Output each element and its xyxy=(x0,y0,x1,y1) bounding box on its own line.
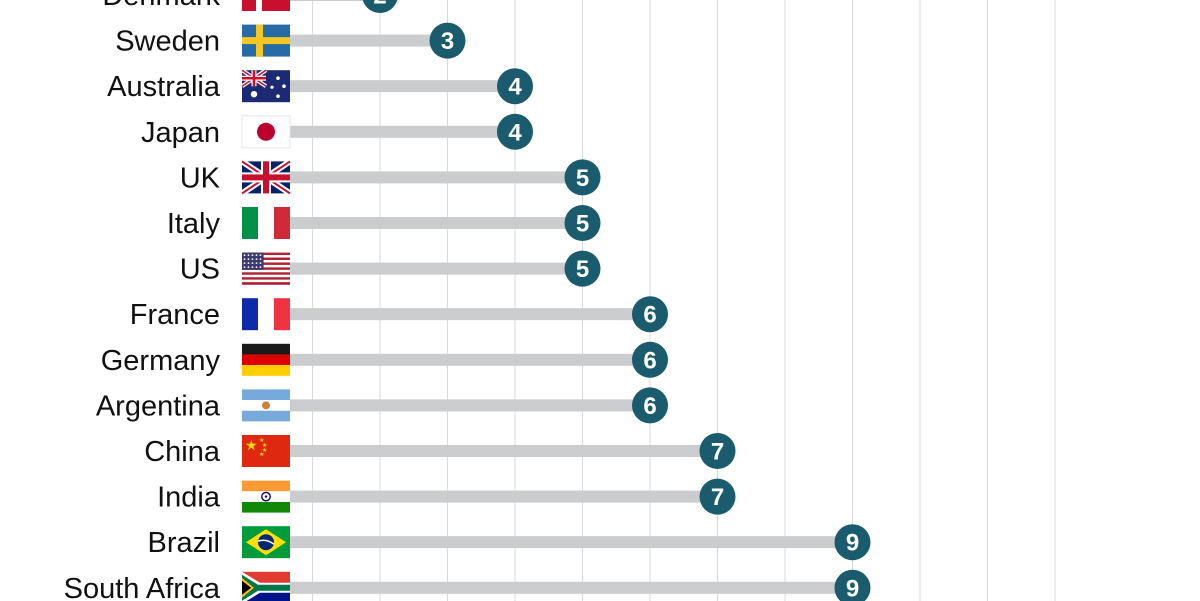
brazil-flag-icon xyxy=(242,526,290,559)
bar xyxy=(288,353,650,366)
chart-row-us: US 5 xyxy=(180,250,601,287)
data-label: 7 xyxy=(711,439,724,466)
category-label: Argentina xyxy=(96,390,221,422)
japan-flag-icon xyxy=(241,115,291,149)
bar xyxy=(288,217,583,229)
chart-row-denmark: Denmark 2 xyxy=(102,0,398,13)
chart-row-argentina: Argentina 6 xyxy=(96,387,668,424)
svg-text:★: ★ xyxy=(245,438,258,454)
bar xyxy=(288,308,650,321)
category-label: Denmark xyxy=(102,0,220,12)
value-marker xyxy=(362,0,398,13)
category-label: Brazil xyxy=(147,527,220,559)
chart-row-brazil: Brazil 9 xyxy=(147,524,871,561)
data-label: 7 xyxy=(711,484,724,511)
category-label: Germany xyxy=(101,345,221,377)
india-flag-icon xyxy=(242,480,290,513)
china-flag-icon: ★ ★★★★ xyxy=(242,435,290,467)
bar xyxy=(288,445,718,457)
france-flag-icon xyxy=(242,298,290,331)
sweden-flag-icon xyxy=(242,24,290,57)
category-label: Japan xyxy=(141,117,220,149)
us-flag-icon xyxy=(242,252,290,285)
bar xyxy=(288,581,853,594)
data-label: 9 xyxy=(846,530,859,557)
category-label: China xyxy=(144,436,221,468)
data-label: 3 xyxy=(441,28,454,55)
data-label: 6 xyxy=(643,347,656,374)
value-marker xyxy=(564,159,601,196)
category-label: US xyxy=(180,254,220,286)
chart-row-japan: Japan 4 xyxy=(141,113,533,150)
value-marker xyxy=(497,68,533,105)
denmark-flag-icon xyxy=(242,0,290,11)
bar xyxy=(288,125,515,138)
data-label: 4 xyxy=(508,74,522,101)
category-label: UK xyxy=(180,162,221,194)
bar xyxy=(288,262,583,275)
chart-row-australia: Australia 4 xyxy=(107,68,533,105)
south-africa-flag-icon xyxy=(242,571,290,601)
data-label: 5 xyxy=(576,211,589,238)
value-marker xyxy=(834,569,871,601)
category-label: France xyxy=(130,299,220,331)
data-label: 5 xyxy=(576,256,589,283)
value-marker xyxy=(564,250,601,287)
value-marker xyxy=(834,524,871,561)
data-label: 6 xyxy=(643,302,656,329)
value-marker xyxy=(429,22,466,59)
chart-row-uk: UK 5 xyxy=(180,158,601,196)
data-label: 9 xyxy=(846,575,859,601)
chart-row-india: India 7 xyxy=(157,478,736,515)
svg-text:★: ★ xyxy=(259,451,264,458)
data-label: 4 xyxy=(508,119,522,146)
italy-flag-icon xyxy=(242,207,290,239)
value-marker xyxy=(632,387,668,424)
data-label: 2 xyxy=(373,0,386,10)
bar xyxy=(288,536,853,549)
bar xyxy=(288,399,650,412)
svg-text:★: ★ xyxy=(259,437,264,444)
bar xyxy=(288,171,583,184)
value-marker xyxy=(699,478,736,515)
chart-row-china: China ★ ★★★★ 7 xyxy=(144,433,736,469)
uk-flag-icon xyxy=(240,158,292,196)
data-label: 6 xyxy=(643,393,656,420)
bar xyxy=(288,80,515,93)
australia-flag-icon xyxy=(240,68,290,103)
bar xyxy=(288,0,380,1)
data-label: 5 xyxy=(576,165,589,192)
category-label: Italy xyxy=(167,208,221,240)
svg-text:★: ★ xyxy=(262,442,267,449)
category-label: South Africa xyxy=(64,573,221,601)
bar xyxy=(288,34,448,47)
value-marker xyxy=(564,205,601,241)
value-marker xyxy=(497,113,533,150)
value-marker xyxy=(632,341,668,378)
value-marker xyxy=(699,433,736,469)
category-label: Australia xyxy=(107,71,221,103)
chart-row-sweden: Sweden 3 xyxy=(115,22,466,59)
germany-flag-icon xyxy=(242,343,290,376)
category-label: India xyxy=(157,482,221,514)
argentina-flag-icon xyxy=(242,389,290,422)
chart-row-south-africa: South Africa 9 xyxy=(64,569,871,601)
svg-text:★: ★ xyxy=(262,447,267,454)
bar xyxy=(288,490,718,503)
chart-row-germany: Germany 6 xyxy=(101,341,668,378)
chart-rows: Denmark 2 Sweden 3 Australia 4 Japan 4 UK 5 Italy 5… xyxy=(64,0,871,601)
category-label: Sweden xyxy=(115,26,220,58)
value-marker xyxy=(632,296,668,333)
chart-row-italy: Italy 5 xyxy=(167,205,601,241)
chart-row-france: France 6 xyxy=(130,296,668,333)
